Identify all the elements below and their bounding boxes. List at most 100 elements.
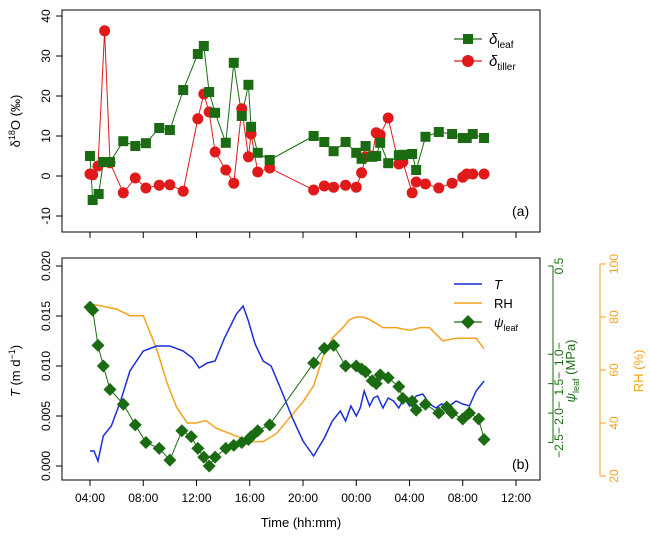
panel-a-label: (a) <box>512 203 529 219</box>
psi-point <box>175 424 189 438</box>
tiller-point <box>382 112 394 124</box>
x-tick-label: 00:00 <box>341 491 371 505</box>
leaf-point <box>328 146 339 157</box>
psi-tick-label: 1.5− <box>552 372 566 396</box>
legend-tiller-marker <box>462 55 474 67</box>
leaf-point <box>383 158 394 169</box>
tiller-point <box>406 187 418 199</box>
tiller-point <box>328 181 340 193</box>
leaf-point <box>220 137 231 148</box>
leaf-point <box>356 153 367 164</box>
psi-point <box>432 406 446 420</box>
tiller-point <box>318 180 330 192</box>
tiller-point <box>340 179 352 191</box>
panel-b-rh-axis-title: RH (%) <box>631 350 646 393</box>
psi-point <box>263 418 277 432</box>
tiller-point <box>129 172 141 184</box>
rh-tick-label: 100 <box>607 254 621 274</box>
tiller-point <box>446 177 458 189</box>
psi-point <box>359 365 373 379</box>
psi-point <box>202 459 216 473</box>
tiller-point <box>264 162 276 174</box>
psi-point <box>472 412 486 426</box>
tiller-point <box>117 187 129 199</box>
tiller-point <box>252 166 264 178</box>
psi-tick-label: −2.5− <box>552 427 566 458</box>
tiller-point <box>87 169 99 181</box>
panel-b-frame <box>61 257 541 481</box>
y-tick-label: 0 <box>39 172 53 179</box>
leaf-point <box>308 131 319 141</box>
legend-t-label: T <box>494 277 503 292</box>
leaf-point <box>87 195 98 205</box>
tiller-line <box>89 30 485 195</box>
legend-rh-label: RH <box>494 296 513 311</box>
psi-point <box>462 406 476 420</box>
leaf-point <box>85 151 95 161</box>
tiller-point <box>220 164 232 176</box>
x-tick-label: 16:00 <box>235 491 265 505</box>
rh-tick-label: 80 <box>607 310 621 324</box>
leaf-point <box>243 79 254 90</box>
tiller-point <box>164 179 176 191</box>
psi-point <box>392 380 406 394</box>
y-tick-label: 40 <box>39 9 53 23</box>
psi-point <box>184 430 198 444</box>
rh-tick-label: 20 <box>607 469 621 483</box>
leaf-point <box>236 111 247 121</box>
leaf-point <box>130 141 141 151</box>
panel-b-psi-axis: 0.5 1.0− 1.5− 2.0− −2.5− <box>548 257 566 458</box>
panel-a-legend: δleaf δtiller <box>454 31 516 73</box>
psi-point <box>86 303 100 317</box>
leaf-point <box>210 107 221 118</box>
tiller-point <box>242 151 254 163</box>
psi-point <box>251 424 265 438</box>
leaf-point <box>467 129 478 139</box>
tiller-point <box>228 177 240 189</box>
rh-tick-label: 60 <box>607 363 621 377</box>
y-tick-label: 30 <box>39 49 53 63</box>
x-axis-title: Time (hh:mm) <box>261 515 341 530</box>
tiller-point <box>209 146 221 158</box>
psi-point <box>116 397 130 411</box>
legend-leaf-label: δleaf <box>489 31 514 51</box>
rh-line <box>89 303 485 443</box>
psi-point <box>307 356 321 370</box>
leaf-point <box>198 41 209 51</box>
tiller-point <box>153 179 165 191</box>
tiller-point <box>192 113 204 125</box>
t-line <box>90 304 485 464</box>
tiller-point <box>410 176 422 188</box>
psi-point <box>139 435 153 449</box>
leaf-point <box>447 129 458 139</box>
leaf-point <box>433 127 444 137</box>
panel-b-y-axis-title: T (m d−1) <box>7 345 23 397</box>
leaf-point <box>420 131 431 142</box>
leaf-point <box>461 133 472 143</box>
leaf-point <box>118 136 129 147</box>
panel-a-y-axis-title: δ18O (‰) <box>7 95 23 148</box>
psi-point <box>128 418 142 432</box>
leaf-point <box>360 141 371 151</box>
psi-tick-label: 1.0− <box>552 342 566 366</box>
psi-point <box>208 450 222 464</box>
leaf-point <box>371 151 382 161</box>
panel-a-frame <box>61 9 541 233</box>
tiller-point <box>140 182 152 194</box>
leaf-point <box>178 85 189 95</box>
leaf-point <box>104 157 115 167</box>
leaf-point <box>407 149 418 159</box>
y-tick-label: -10 <box>39 207 53 225</box>
panel-b-legend: T RH ψleaf <box>454 277 518 333</box>
leaf-point <box>204 87 215 97</box>
leaf-point <box>351 147 362 158</box>
leaf-point <box>411 165 422 175</box>
panel-a-y-axis: -10 0 10 20 30 40 <box>39 9 62 225</box>
leaf-point <box>479 133 490 143</box>
x-tick-label: 04:00 <box>75 491 105 505</box>
psi-point <box>327 338 341 352</box>
leaf-point <box>228 57 239 68</box>
panel-a: -10 0 10 20 30 40 δ18O (‰) δleaf δtiller (a) <box>7 9 541 233</box>
x-tick-label: 08:00 <box>448 491 478 505</box>
